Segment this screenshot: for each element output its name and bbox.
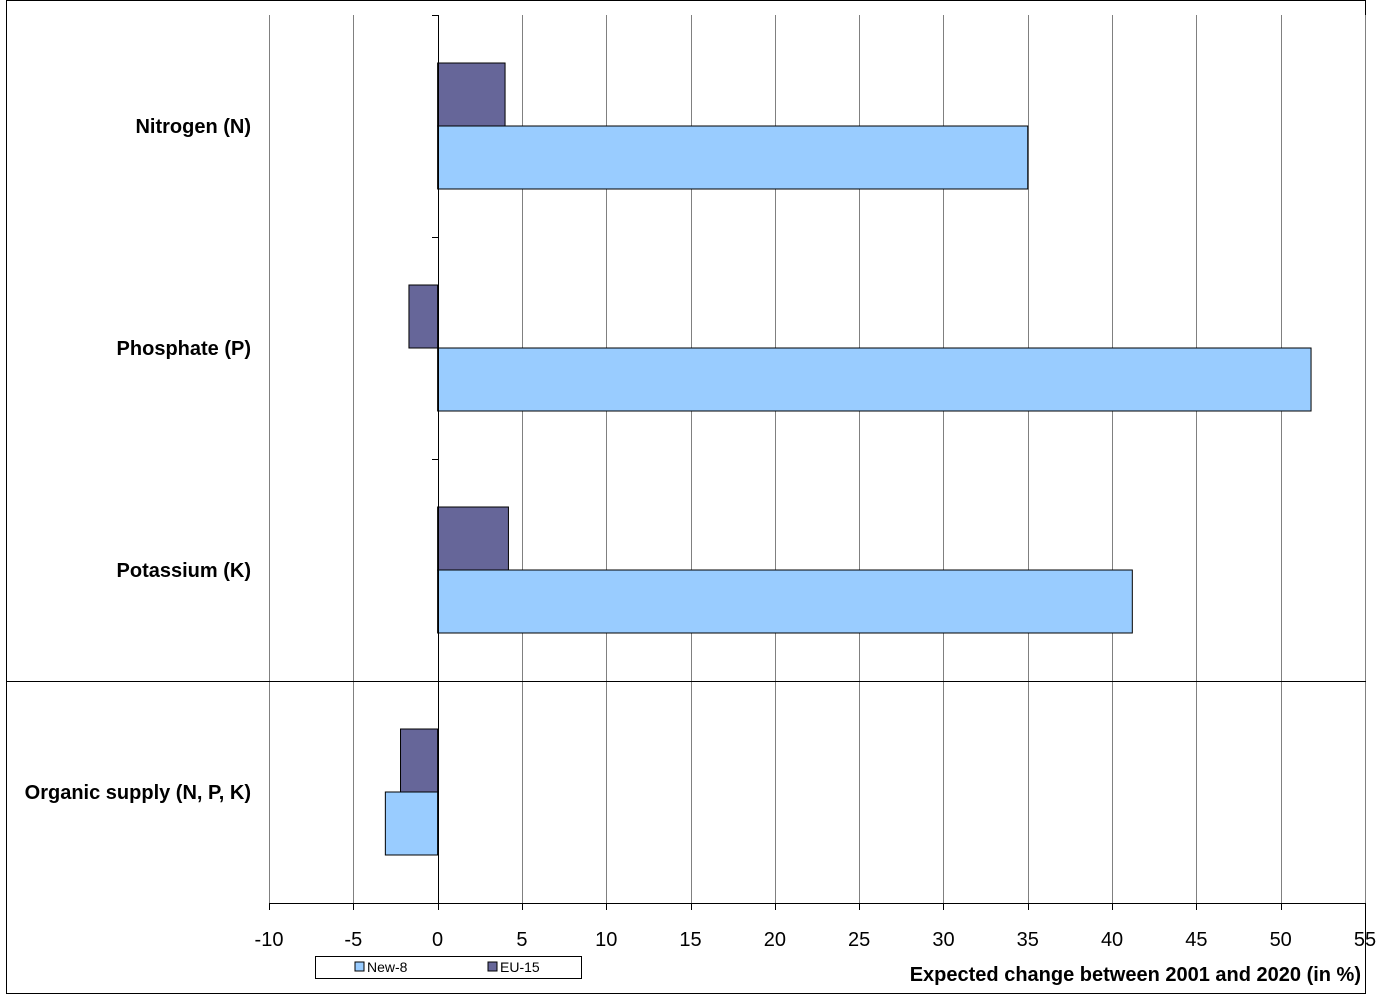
bar [400,728,439,793]
bar [384,791,439,856]
bar [437,125,1029,190]
x-tick-label: 0 [432,929,443,951]
category-label: Organic supply (N, P, K) [25,782,251,804]
x-tick-label: -10 [255,929,284,951]
x-tick-label: 55 [1354,929,1376,951]
category-label: Potassium (K) [117,560,251,582]
bar [437,62,506,127]
x-tick-label: -5 [344,929,362,951]
x-tick-label: 45 [1185,929,1207,951]
legend-label: EU-15 [500,959,540,975]
x-tick-label: 10 [595,929,617,951]
x-tick-label: 40 [1101,929,1123,951]
x-axis-title: Expected change between 2001 and 2020 (i… [910,964,1361,986]
x-tick-label: 35 [1017,929,1039,951]
bar [437,569,1133,634]
category-labels: Nitrogen (N) Phosphate (P) Potassium (K) Or… [25,116,251,804]
category-label: Nitrogen (N) [135,116,251,138]
legend-swatch [487,961,498,972]
legend: New-8 EU-15 [315,956,582,979]
x-axis: -10 -5 0 5 10 15 20 25 30 35 40 45 50 55 [255,15,1376,951]
bar [437,506,509,571]
bar [437,347,1312,412]
legend-swatch [354,961,365,972]
bar [408,284,439,349]
x-tick-label: 25 [848,929,870,951]
x-tick-label: 30 [932,929,954,951]
x-tick-label: 5 [516,929,527,951]
category-label: Phosphate (P) [117,338,251,360]
legend-label: New-8 [367,959,408,975]
legend-box [315,956,582,979]
bars [384,62,1312,856]
x-tick-label: 50 [1270,929,1292,951]
x-tick-label: 20 [764,929,786,951]
x-tick-label: 15 [679,929,701,951]
